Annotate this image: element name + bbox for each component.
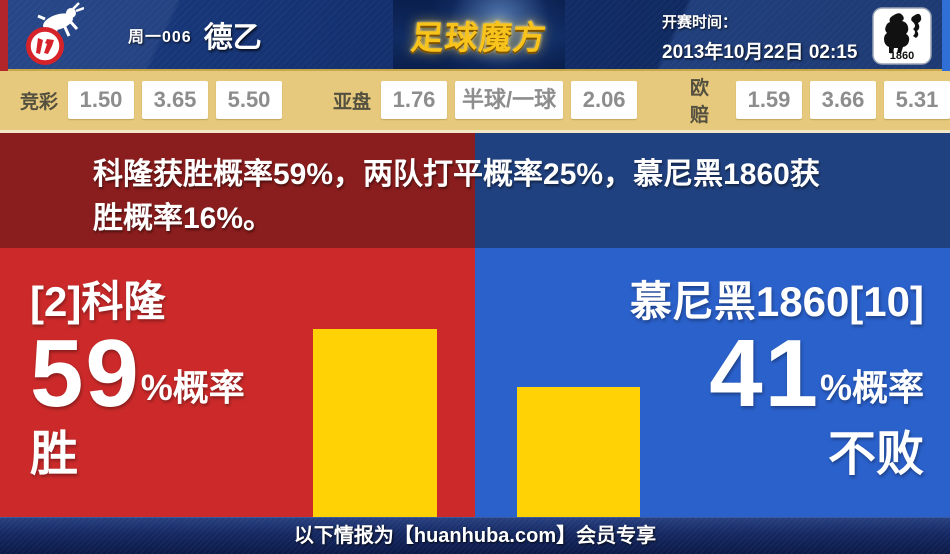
summary-band: 科隆获胜概率59%，两队打平概率25%，慕尼黑1860获胜概率16%。: [0, 133, 950, 248]
home-outcome-label: 胜: [30, 428, 79, 481]
kickoff-time: 2013年10月22日 02:15: [662, 42, 858, 63]
home-probability-row: 59 %概率: [30, 320, 245, 427]
odds-value-box: 2.06: [571, 81, 638, 119]
match-code: 周一006: [128, 28, 192, 46]
odds-label-oupei: 欧赔: [690, 78, 710, 126]
footer-bar: 以下情报为【huanhuba.com】会员专享: [0, 517, 950, 554]
odds-value-box: 3.66: [810, 81, 876, 119]
away-crest-year-text: 1860: [890, 50, 914, 62]
odds-label-yapan: 亚盘: [333, 91, 372, 113]
kickoff-info: 开赛时间： 2013年10月22日 02:15: [662, 11, 857, 64]
kickoff-label: 开赛时间：: [662, 14, 738, 31]
odds-group-oupei: 欧赔 1.59 3.66 5.31: [690, 78, 950, 126]
odds-bar: 竞彩 1.50 3.65 5.50 亚盘 1.76 半球/一球 2.06 欧赔 …: [0, 71, 950, 133]
away-probability-bar: [517, 387, 640, 517]
away-probability-value: 41: [709, 320, 820, 427]
odds-value-box: 5.31: [884, 81, 950, 119]
away-team-name: 慕尼黑1860[10]: [629, 278, 924, 325]
probability-band: [2]科隆 59 %概率 胜 慕尼黑1860[10] 41 %概率 不败: [0, 248, 950, 517]
home-team-name: [2]科隆: [30, 278, 166, 325]
prediction-summary-text: 科隆获胜概率59%，两队打平概率25%，慕尼黑1860获胜概率16%。: [93, 158, 820, 235]
odds-value-box: 3.65: [142, 81, 209, 119]
odds-value-box: 5.50: [216, 81, 283, 119]
away-outcome-label: 不败: [827, 428, 924, 481]
home-team-block: [2]科隆 59 %概率 胜: [30, 278, 245, 482]
header-bar: 周一006 德乙 足球魔方 开赛时间： 2013年10月22日 02:15 18…: [0, 0, 950, 71]
away-team-block: 慕尼黑1860[10] 41 %概率 不败: [630, 278, 924, 482]
summary-band-red-half: [0, 133, 475, 248]
away-probability-suffix: %概率: [819, 367, 924, 408]
footer-membership-text: 以下情报为【huanhuba.com】会员专享: [293, 525, 657, 547]
odds-handicap-box: 半球/一球: [455, 81, 564, 119]
home-probability-suffix: %概率: [140, 367, 245, 408]
odds-value-box: 1.50: [68, 81, 135, 119]
odds-label-jingcai: 竞彩: [20, 91, 59, 113]
away-team-crest-1860-icon: 1860: [872, 7, 932, 65]
home-team-crest-koln-icon: [26, 2, 84, 65]
home-probability-bar: [313, 329, 437, 517]
left-edge-stripe: [0, 0, 8, 71]
away-probability-row: 41 %概率: [630, 320, 924, 427]
brand-logo-text: 足球魔方: [409, 18, 549, 56]
main-panel: 科隆获胜概率59%，两队打平概率25%，慕尼黑1860获胜概率16%。 [2]科…: [0, 133, 950, 517]
odds-value-box: 1.76: [381, 81, 448, 119]
league-name: 德乙: [203, 21, 262, 54]
summary-band-blue-half: [475, 133, 950, 248]
odds-value-box: 1.59: [736, 81, 802, 119]
right-edge-stripe: [942, 0, 950, 71]
home-probability-value: 59: [30, 320, 141, 427]
odds-group-jingcai: 竞彩 1.50 3.65 5.50: [20, 81, 283, 119]
odds-group-yapan: 亚盘 1.76 半球/一球 2.06: [333, 81, 638, 119]
match-info: 周一006 德乙: [128, 0, 262, 69]
brand-panel: 足球魔方: [393, 0, 565, 69]
